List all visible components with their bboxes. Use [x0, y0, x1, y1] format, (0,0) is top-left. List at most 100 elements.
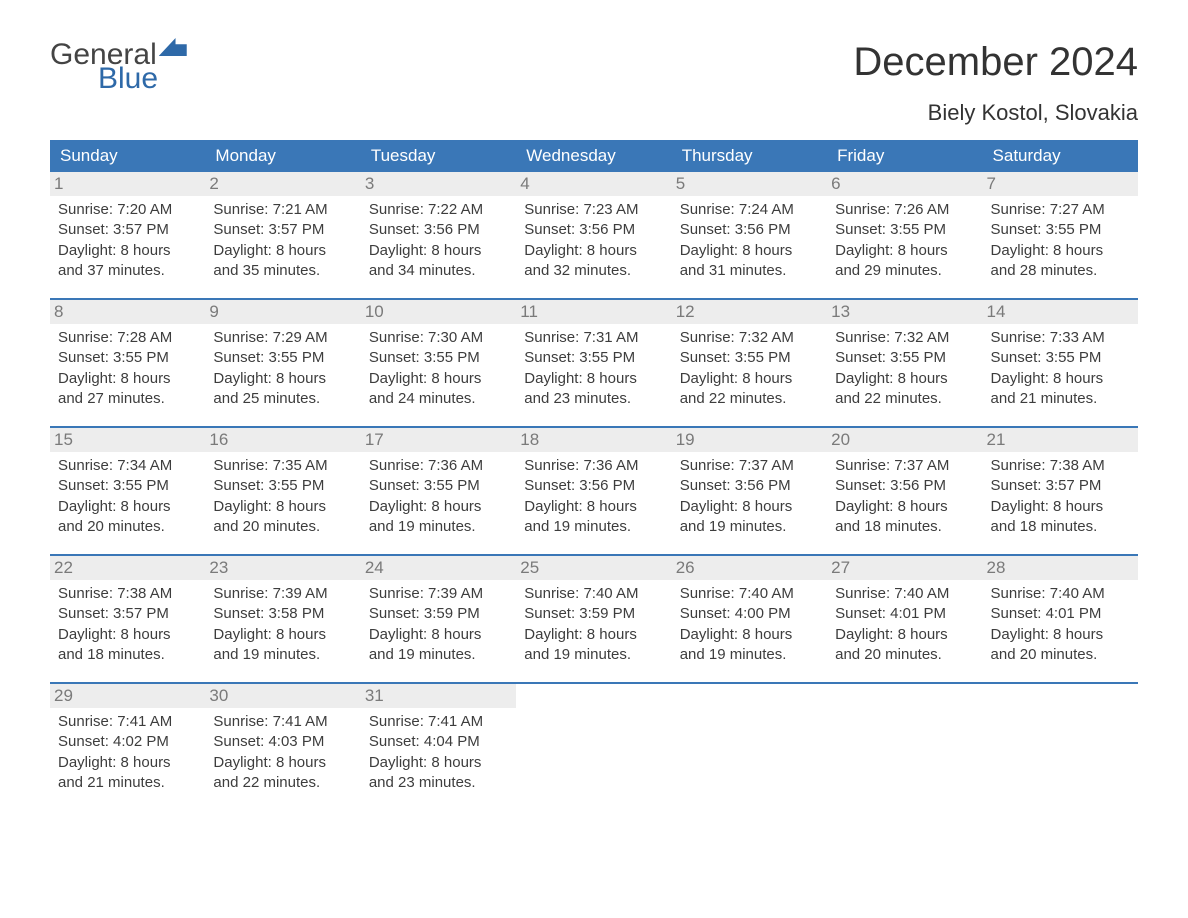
day-cell: 21Sunrise: 7:38 AMSunset: 3:57 PMDayligh…: [983, 428, 1138, 554]
day-info-line: Sunset: 3:55 PM: [369, 476, 508, 496]
day-cell: 6Sunrise: 7:26 AMSunset: 3:55 PMDaylight…: [827, 172, 982, 298]
day-info-line: and 19 minutes.: [680, 645, 819, 665]
day-info-line: Sunrise: 7:32 AM: [835, 328, 974, 348]
day-info-line: Sunset: 3:58 PM: [213, 604, 352, 624]
day-info-line: Sunset: 3:55 PM: [213, 348, 352, 368]
week-row: 29 Sunrise: 7:41 AMSunset: 4:02 PMDayligh…: [50, 682, 1138, 810]
day-info-line: Daylight: 8 hours: [991, 369, 1130, 389]
day-cell: 18Sunrise: 7:36 AMSunset: 3:56 PMDayligh…: [516, 428, 671, 554]
day-info: Sunrise: 7:24 AMSunset: 3:56 PMDaylight:…: [680, 200, 819, 281]
week-row: 1Sunrise: 7:20 AMSunset: 3:57 PMDaylight…: [50, 172, 1138, 298]
day-info-line: Sunset: 3:56 PM: [524, 220, 663, 240]
day-info-line: Daylight: 8 hours: [524, 497, 663, 517]
day-info: Sunrise: 7:20 AMSunset: 3:57 PMDaylight:…: [58, 200, 197, 281]
logo: General Blue: [50, 40, 187, 94]
day-info-line: Sunset: 3:59 PM: [524, 604, 663, 624]
day-info: Sunrise: 7:41 AMSunset: 4:02 PMDaylight:…: [58, 712, 197, 793]
day-info-line: Daylight: 8 hours: [991, 241, 1130, 261]
day-info-line: Sunset: 3:57 PM: [213, 220, 352, 240]
day-info-line: Daylight: 8 hours: [680, 369, 819, 389]
day-cell: 9Sunrise: 7:29 AMSunset: 3:55 PMDaylight…: [205, 300, 360, 426]
day-cell: 3Sunrise: 7:22 AMSunset: 3:56 PMDaylight…: [361, 172, 516, 298]
day-info-line: Sunset: 3:56 PM: [369, 220, 508, 240]
day-info-line: and 28 minutes.: [991, 261, 1130, 281]
day-number: 11: [516, 300, 671, 324]
day-info-line: and 35 minutes.: [213, 261, 352, 281]
day-number: 26: [672, 556, 827, 580]
day-info-line: and 34 minutes.: [369, 261, 508, 281]
day-cell: 24Sunrise: 7:39 AMSunset: 3:59 PMDayligh…: [361, 556, 516, 682]
day-info-line: and 20 minutes.: [213, 517, 352, 537]
day-info-line: Daylight: 8 hours: [58, 369, 197, 389]
day-number: 29: [50, 684, 205, 708]
day-info: Sunrise: 7:37 AMSunset: 3:56 PMDaylight:…: [680, 456, 819, 537]
day-info-line: Sunrise: 7:36 AM: [369, 456, 508, 476]
day-info: Sunrise: 7:39 AMSunset: 3:58 PMDaylight:…: [213, 584, 352, 665]
day-info-line: Sunset: 3:55 PM: [213, 476, 352, 496]
day-info-line: Sunrise: 7:26 AM: [835, 200, 974, 220]
day-info-line: and 27 minutes.: [58, 389, 197, 409]
day-info-line: Daylight: 8 hours: [213, 497, 352, 517]
day-info: Sunrise: 7:29 AMSunset: 3:55 PMDaylight:…: [213, 328, 352, 409]
calendar: SundayMondayTuesdayWednesdayThursdayFrid…: [50, 140, 1138, 810]
day-cell: 17Sunrise: 7:36 AMSunset: 3:55 PMDayligh…: [361, 428, 516, 554]
day-info: Sunrise: 7:40 AMSunset: 4:00 PMDaylight:…: [680, 584, 819, 665]
day-info-line: Sunset: 3:55 PM: [991, 348, 1130, 368]
day-info-line: and 29 minutes.: [835, 261, 974, 281]
day-info-line: Sunset: 3:56 PM: [680, 476, 819, 496]
day-number: 21: [983, 428, 1138, 452]
day-info-line: and 21 minutes.: [58, 773, 197, 793]
day-info-line: and 19 minutes.: [369, 517, 508, 537]
day-info-line: and 25 minutes.: [213, 389, 352, 409]
day-info: Sunrise: 7:32 AMSunset: 3:55 PMDaylight:…: [835, 328, 974, 409]
day-info-line: Sunset: 3:57 PM: [58, 220, 197, 240]
day-info-line: Sunrise: 7:29 AM: [213, 328, 352, 348]
day-info-line: Sunset: 3:55 PM: [58, 476, 197, 496]
day-info-line: Daylight: 8 hours: [369, 241, 508, 261]
day-number: 14: [983, 300, 1138, 324]
day-info: Sunrise: 7:40 AMSunset: 4:01 PMDaylight:…: [835, 584, 974, 665]
day-info: Sunrise: 7:22 AMSunset: 3:56 PMDaylight:…: [369, 200, 508, 281]
day-info: Sunrise: 7:26 AMSunset: 3:55 PMDaylight:…: [835, 200, 974, 281]
day-info-line: Daylight: 8 hours: [58, 497, 197, 517]
day-header-row: SundayMondayTuesdayWednesdayThursdayFrid…: [50, 140, 1138, 172]
day-info-line: and 18 minutes.: [58, 645, 197, 665]
day-cell: 28Sunrise: 7:40 AMSunset: 4:01 PMDayligh…: [983, 556, 1138, 682]
day-cell: 15Sunrise: 7:34 AMSunset: 3:55 PMDayligh…: [50, 428, 205, 554]
day-info-line: Sunset: 4:01 PM: [991, 604, 1130, 624]
day-number: 12: [672, 300, 827, 324]
day-info-line: Daylight: 8 hours: [991, 625, 1130, 645]
day-info: Sunrise: 7:32 AMSunset: 3:55 PMDaylight:…: [680, 328, 819, 409]
day-info: Sunrise: 7:38 AMSunset: 3:57 PMDaylight:…: [58, 584, 197, 665]
day-info-line: and 37 minutes.: [58, 261, 197, 281]
day-info-line: and 21 minutes.: [991, 389, 1130, 409]
day-info-line: Daylight: 8 hours: [213, 241, 352, 261]
day-info-line: Daylight: 8 hours: [524, 241, 663, 261]
day-number: 16: [205, 428, 360, 452]
day-info-line: Sunrise: 7:21 AM: [213, 200, 352, 220]
week-row: 15Sunrise: 7:34 AMSunset: 3:55 PMDayligh…: [50, 426, 1138, 554]
day-info-line: Sunrise: 7:35 AM: [213, 456, 352, 476]
day-info-line: Daylight: 8 hours: [58, 241, 197, 261]
page-title: December 2024: [853, 40, 1138, 85]
day-number: 8: [50, 300, 205, 324]
day-info-line: Sunrise: 7:23 AM: [524, 200, 663, 220]
day-info-line: and 18 minutes.: [991, 517, 1130, 537]
day-info-line: Daylight: 8 hours: [680, 241, 819, 261]
day-info-line: Sunset: 3:55 PM: [835, 220, 974, 240]
day-header: Tuesday: [361, 140, 516, 172]
day-info-line: Sunrise: 7:28 AM: [58, 328, 197, 348]
day-info-line: Sunset: 3:55 PM: [991, 220, 1130, 240]
day-info-line: Sunset: 4:00 PM: [680, 604, 819, 624]
day-info-line: and 19 minutes.: [524, 517, 663, 537]
day-cell: [827, 684, 982, 810]
day-header: Sunday: [50, 140, 205, 172]
day-info-line: Daylight: 8 hours: [213, 625, 352, 645]
day-number: 27: [827, 556, 982, 580]
day-cell: [672, 684, 827, 810]
day-info-line: Sunset: 3:56 PM: [835, 476, 974, 496]
day-number: 24: [361, 556, 516, 580]
day-info-line: Sunrise: 7:33 AM: [991, 328, 1130, 348]
day-info-line: Sunrise: 7:27 AM: [991, 200, 1130, 220]
day-header: Wednesday: [516, 140, 671, 172]
